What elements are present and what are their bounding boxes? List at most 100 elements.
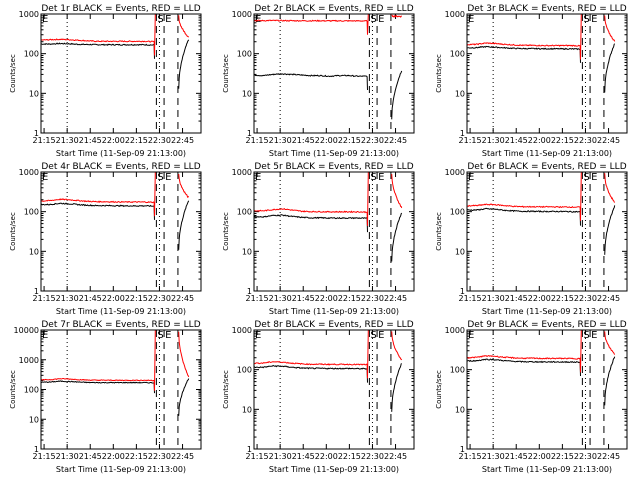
x-axis-label: Start Time (11-Sep-09 21:13:00) bbox=[482, 465, 612, 474]
end-marker-label: E bbox=[591, 330, 597, 341]
x-tick-label: 22:00 bbox=[528, 294, 551, 303]
plot-frame bbox=[253, 13, 415, 134]
x-tick-label: 22:45 bbox=[597, 452, 620, 461]
y-tick-label: 100 bbox=[237, 208, 252, 217]
lld-series-line bbox=[40, 171, 158, 217]
x-axis-label: Start Time (11-Sep-09 21:13:00) bbox=[269, 465, 399, 474]
panel-title: Det 9r BLACK = Events, RED = LLD bbox=[467, 320, 626, 330]
y-tick-label: 1000 bbox=[445, 10, 465, 19]
y-axis-label: Counts/sec bbox=[222, 212, 230, 251]
x-tick-label: 22:45 bbox=[597, 294, 620, 303]
x-axis-label: Start Time (11-Sep-09 21:13:00) bbox=[56, 465, 186, 474]
x-tick-label: 21:45 bbox=[505, 136, 528, 145]
x-tick-label: 22:00 bbox=[315, 136, 338, 145]
x-tick-label: 21:30 bbox=[269, 294, 292, 303]
x-tick-label: 22:00 bbox=[315, 452, 338, 461]
x-tick-label: 22:15 bbox=[125, 294, 148, 303]
x-tick-label: 21:30 bbox=[269, 452, 292, 461]
start-marker-label: S bbox=[370, 330, 376, 341]
lld-series-line bbox=[40, 13, 158, 56]
end-marker-label: E bbox=[42, 330, 48, 341]
x-tick-label: 22:30 bbox=[361, 452, 384, 461]
y-tick-label: 100 bbox=[450, 366, 465, 375]
plot-frame bbox=[40, 329, 202, 450]
y-tick-label: 1000 bbox=[232, 326, 252, 335]
x-tick-label: 22:00 bbox=[102, 294, 125, 303]
y-tick-label: 1 bbox=[460, 129, 465, 138]
y-axis-label: Counts/sec bbox=[435, 212, 443, 251]
x-tick-label: 22:45 bbox=[384, 294, 407, 303]
panel-6: Det 6r BLACK = Events, RED = LLD Counts/s… bbox=[435, 162, 628, 316]
y-tick-label: 10 bbox=[29, 247, 39, 256]
y-tick-label: 10 bbox=[242, 89, 252, 98]
events-tail-line bbox=[178, 200, 190, 250]
events-tail-line bbox=[604, 205, 616, 255]
x-tick-label: 21:45 bbox=[79, 136, 102, 145]
x-tick-label: 21:15 bbox=[246, 136, 269, 145]
events-tail-line bbox=[391, 70, 403, 120]
end-marker-label: E bbox=[255, 330, 261, 341]
lld-tail-line bbox=[391, 331, 403, 361]
plot-frame bbox=[253, 171, 415, 292]
y-tick-label: 1 bbox=[247, 129, 252, 138]
x-tick-label: 21:15 bbox=[246, 452, 269, 461]
panel-title: Det 4r BLACK = Events, RED = LLD bbox=[41, 162, 200, 172]
y-tick-label: 1000 bbox=[445, 326, 465, 335]
end-marker-label: E bbox=[255, 172, 261, 183]
y-axis-label: Counts/sec bbox=[222, 370, 230, 409]
x-tick-label: 22:30 bbox=[361, 136, 384, 145]
y-tick-label: 100 bbox=[24, 386, 39, 395]
y-tick-label: 1 bbox=[247, 287, 252, 296]
y-tick-label: 1000 bbox=[19, 10, 39, 19]
end-marker-label: E bbox=[378, 14, 384, 25]
events-series-line bbox=[466, 45, 581, 63]
start-marker-label: S bbox=[583, 172, 589, 183]
x-tick-label: 22:30 bbox=[361, 294, 384, 303]
panel-9: Det 9r BLACK = Events, RED = LLD Counts/s… bbox=[435, 320, 628, 474]
events-tail-line bbox=[604, 43, 616, 93]
panel-1: Det 1r BLACK = Events, RED = LLD Counts/s… bbox=[9, 4, 202, 158]
x-tick-label: 22:00 bbox=[528, 452, 551, 461]
x-tick-label: 21:45 bbox=[79, 294, 102, 303]
lld-tail-line bbox=[604, 173, 616, 203]
events-tail-line bbox=[178, 378, 190, 416]
x-tick-label: 22:30 bbox=[574, 136, 597, 145]
x-tick-label: 21:15 bbox=[246, 294, 269, 303]
lld-tail-line bbox=[178, 331, 190, 378]
end-marker-label: E bbox=[468, 330, 474, 341]
x-tick-label: 22:15 bbox=[551, 136, 574, 145]
lld-series-line bbox=[466, 13, 584, 60]
events-series-line bbox=[40, 202, 155, 220]
panel-title: Det 2r BLACK = Events, RED = LLD bbox=[254, 4, 413, 14]
y-tick-label: 1 bbox=[34, 445, 39, 454]
end-marker-label: E bbox=[165, 330, 171, 341]
panel-title: Det 8r BLACK = Events, RED = LLD bbox=[254, 320, 413, 330]
lld-tail-line bbox=[604, 15, 616, 42]
panel-8: Det 8r BLACK = Events, RED = LLD Counts/s… bbox=[222, 320, 415, 474]
end-marker-label: E bbox=[165, 14, 171, 25]
x-axis-label: Start Time (11-Sep-09 21:13:00) bbox=[56, 307, 186, 316]
x-tick-label: 22:30 bbox=[148, 452, 171, 461]
x-tick-label: 22:45 bbox=[384, 136, 407, 145]
x-tick-label: 21:15 bbox=[459, 294, 482, 303]
end-marker-label: E bbox=[468, 172, 474, 183]
x-tick-label: 22:45 bbox=[384, 452, 407, 461]
y-tick-label: 1000 bbox=[232, 10, 252, 19]
x-tick-label: 22:15 bbox=[551, 294, 574, 303]
panel-title: Det 1r BLACK = Events, RED = LLD bbox=[41, 4, 200, 14]
lld-series-line bbox=[254, 171, 371, 226]
events-series-line bbox=[41, 42, 155, 59]
x-axis-label: Start Time (11-Sep-09 21:13:00) bbox=[56, 149, 186, 158]
start-marker-label: S bbox=[157, 172, 163, 183]
x-axis-label: Start Time (11-Sep-09 21:13:00) bbox=[269, 149, 399, 158]
end-marker-label: E bbox=[468, 14, 474, 25]
panel-3: Det 3r BLACK = Events, RED = LLD Counts/s… bbox=[435, 4, 628, 158]
lld-tail-line bbox=[604, 331, 616, 355]
end-marker-label: E bbox=[591, 172, 597, 183]
panel-title: Det 5r BLACK = Events, RED = LLD bbox=[254, 162, 413, 172]
x-tick-label: 22:45 bbox=[171, 294, 194, 303]
plot-frame bbox=[40, 171, 202, 292]
y-tick-label: 10000 bbox=[14, 326, 39, 335]
y-tick-label: 1 bbox=[460, 287, 465, 296]
